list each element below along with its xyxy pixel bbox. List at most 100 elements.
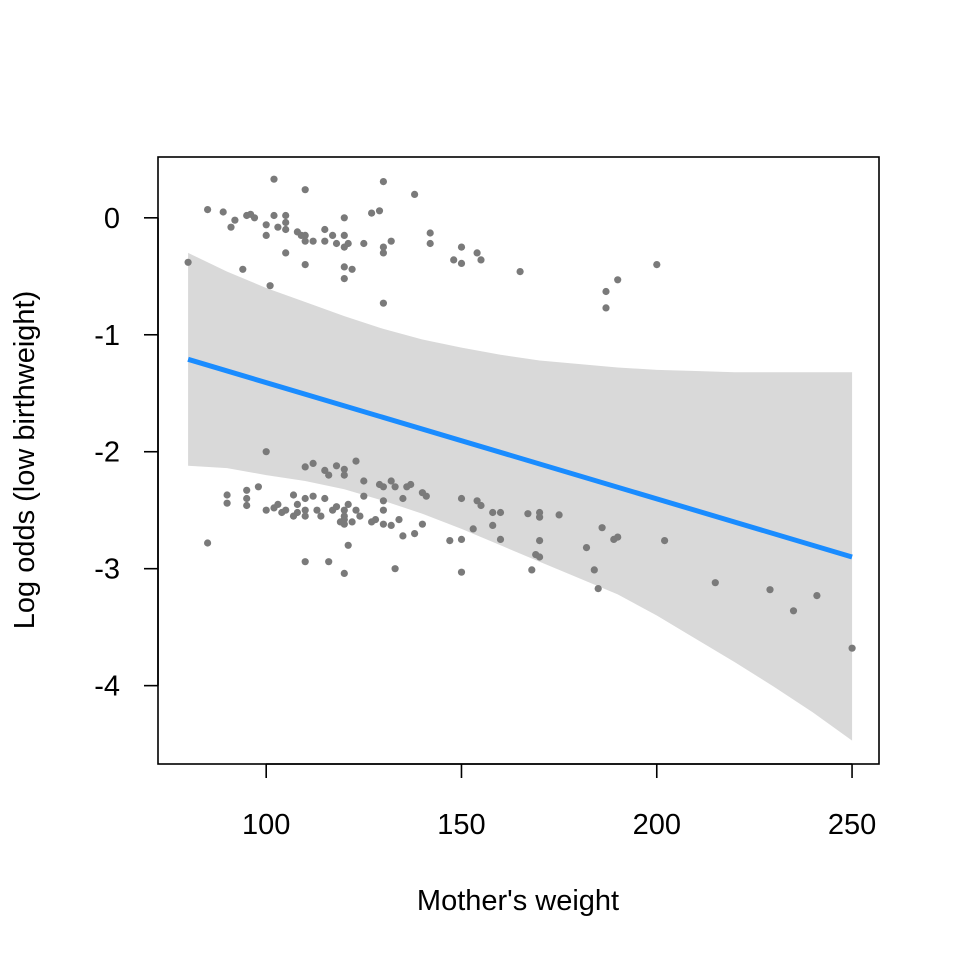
data-point [282, 212, 289, 219]
data-point [310, 460, 317, 467]
data-point [302, 238, 309, 245]
data-point [392, 483, 399, 490]
data-point [392, 565, 399, 572]
data-point [341, 570, 348, 577]
data-point [446, 537, 453, 544]
data-point [220, 208, 227, 215]
data-point [255, 483, 262, 490]
data-point [302, 261, 309, 268]
data-point [497, 509, 504, 516]
data-point [602, 304, 609, 311]
data-point [310, 493, 317, 500]
data-point [224, 491, 231, 498]
data-point [614, 534, 621, 541]
data-point [302, 558, 309, 565]
data-point [349, 518, 356, 525]
data-point [329, 232, 336, 239]
data-point [458, 260, 465, 267]
data-point [583, 544, 590, 551]
data-point [352, 458, 359, 465]
x-tick-label: 200 [633, 809, 681, 841]
data-point [614, 276, 621, 283]
data-point [270, 212, 277, 219]
x-tick-label: 100 [242, 809, 290, 841]
data-point [790, 607, 797, 614]
data-point [341, 472, 348, 479]
data-point [388, 522, 395, 529]
data-point [317, 513, 324, 520]
data-point [302, 513, 309, 520]
data-point [395, 516, 402, 523]
data-point [313, 507, 320, 514]
data-point [302, 495, 309, 502]
data-point [458, 569, 465, 576]
x-tick-label: 250 [828, 809, 876, 841]
data-point [712, 579, 719, 586]
data-point [474, 249, 481, 256]
data-point [274, 501, 281, 508]
data-point [227, 224, 234, 231]
y-tick-label: -2 [94, 437, 120, 469]
data-point [599, 524, 606, 531]
data-point [380, 249, 387, 256]
y-tick-label: 0 [104, 203, 120, 235]
data-point [813, 592, 820, 599]
data-point [458, 244, 465, 251]
data-point [427, 240, 434, 247]
data-point [556, 511, 563, 518]
y-tick-label: -3 [94, 554, 120, 586]
data-point [352, 507, 359, 514]
data-point [263, 448, 270, 455]
data-point [380, 521, 387, 528]
data-point [602, 288, 609, 295]
data-point [310, 238, 317, 245]
x-tick-label: 150 [437, 809, 485, 841]
data-point [341, 521, 348, 528]
data-point [380, 497, 387, 504]
data-point [302, 186, 309, 193]
data-point [282, 226, 289, 233]
data-point [243, 502, 250, 509]
y-tick-label: -4 [94, 671, 120, 703]
data-point [411, 530, 418, 537]
data-point [294, 501, 301, 508]
data-point [345, 542, 352, 549]
data-point [376, 207, 383, 214]
data-point [204, 539, 211, 546]
data-point [321, 238, 328, 245]
data-point [517, 268, 524, 275]
data-point [302, 463, 309, 470]
data-point [282, 219, 289, 226]
data-point [766, 586, 773, 593]
data-point [224, 500, 231, 507]
data-point [243, 495, 250, 502]
data-point [528, 566, 535, 573]
data-point [263, 221, 270, 228]
data-point [263, 232, 270, 239]
data-point [399, 495, 406, 502]
data-point [345, 240, 352, 247]
data-point [497, 536, 504, 543]
data-point [489, 522, 496, 529]
data-point [458, 495, 465, 502]
y-axis-title: Log odds (low birthweight) [9, 291, 41, 630]
data-point [470, 525, 477, 532]
data-point [407, 481, 414, 488]
data-point [536, 553, 543, 560]
data-point [341, 263, 348, 270]
data-point [360, 240, 367, 247]
data-point [251, 214, 258, 221]
data-point [239, 266, 246, 273]
data-point [345, 501, 352, 508]
data-point [349, 266, 356, 273]
data-point [489, 509, 496, 516]
data-point [450, 256, 457, 263]
data-point [849, 645, 856, 652]
data-point [282, 507, 289, 514]
x-axis-title: Mother's weight [417, 885, 619, 917]
data-point [411, 191, 418, 198]
data-point [294, 509, 301, 516]
data-point [536, 537, 543, 544]
data-point [458, 536, 465, 543]
